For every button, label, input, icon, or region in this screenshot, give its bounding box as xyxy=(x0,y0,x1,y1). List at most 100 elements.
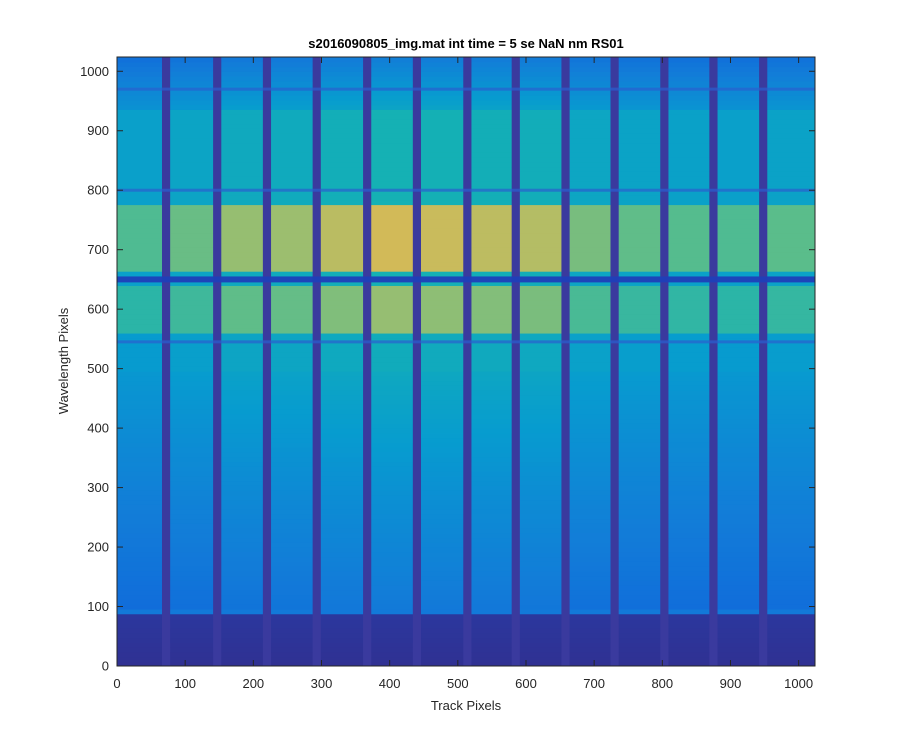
heatmap-cell xyxy=(266,95,318,101)
heatmap-cell xyxy=(316,247,368,253)
heatmap-cell xyxy=(367,404,418,410)
heatmap-cell xyxy=(713,461,764,467)
heatmap-cell xyxy=(166,228,218,234)
heatmap-cell xyxy=(166,371,218,377)
heatmap-cell xyxy=(316,294,368,301)
heatmap-cell xyxy=(515,171,567,177)
heatmap-cell xyxy=(664,656,715,662)
heatmap-cell xyxy=(614,504,665,510)
heatmap-cell xyxy=(117,180,167,187)
heatmap-cell xyxy=(316,589,368,596)
heatmap-cell xyxy=(713,404,764,410)
heatmap-cell xyxy=(266,418,318,424)
heatmap-cell xyxy=(614,156,665,163)
heatmap-cell xyxy=(565,223,616,229)
heatmap-cell xyxy=(467,656,517,662)
heatmap-cell xyxy=(713,280,764,286)
heatmap-cell xyxy=(416,409,468,415)
heatmap-cell xyxy=(217,413,268,420)
heatmap-cell xyxy=(664,342,715,348)
heatmap-cell xyxy=(416,351,468,358)
heatmap-cell xyxy=(217,57,268,63)
heatmap-cell xyxy=(565,404,616,410)
heatmap-cell xyxy=(467,475,517,482)
heatmap-cell xyxy=(217,475,268,482)
heatmap-cell xyxy=(614,61,665,68)
heatmap-cell xyxy=(467,556,517,562)
heatmap-cell xyxy=(416,218,468,225)
track-gap xyxy=(660,57,669,666)
heatmap-cell xyxy=(515,508,567,515)
heatmap-cell xyxy=(316,99,368,106)
heatmap-cell xyxy=(166,271,218,277)
heatmap-cell xyxy=(367,656,418,662)
heatmap-cell xyxy=(467,90,517,96)
heatmap-cell xyxy=(713,142,764,148)
heatmap-cell xyxy=(515,156,567,163)
heatmap-cell xyxy=(416,432,468,439)
heatmap-cell xyxy=(467,290,517,296)
heatmap-cell xyxy=(416,371,468,377)
heatmap-cell xyxy=(117,404,167,410)
heatmap-cell xyxy=(117,594,167,600)
heatmap-cell xyxy=(266,375,318,382)
heatmap-cell xyxy=(664,256,715,263)
heatmap-cell xyxy=(416,233,468,239)
heatmap-cell xyxy=(713,613,764,620)
heatmap-cell xyxy=(266,180,318,187)
heatmap-cell xyxy=(713,233,764,239)
heatmap-cell xyxy=(713,632,764,639)
heatmap-cell xyxy=(117,109,167,115)
heatmap-cell xyxy=(117,223,167,229)
heatmap-cell xyxy=(664,294,715,301)
heatmap-cell xyxy=(166,247,218,253)
track-gaps xyxy=(161,57,768,666)
heatmap-cell xyxy=(316,432,368,439)
heatmap-cell xyxy=(166,218,218,225)
heatmap-cell xyxy=(266,451,318,458)
heatmap-cell xyxy=(316,489,368,496)
heatmap-cell xyxy=(117,99,167,106)
heatmap-cell xyxy=(117,185,167,191)
plot-frame xyxy=(116,56,816,667)
heatmap-cell xyxy=(367,194,418,201)
heatmap-cell xyxy=(763,547,815,553)
heatmap-cell xyxy=(367,409,418,415)
heatmap-cell xyxy=(565,646,616,653)
heatmap-cell xyxy=(664,632,715,639)
heatmap-cell xyxy=(416,480,468,486)
heatmap-cell xyxy=(614,575,665,581)
heatmap-cell xyxy=(467,104,517,110)
heatmap-cell xyxy=(367,480,418,486)
heatmap-cell xyxy=(664,356,715,363)
heatmap-cell xyxy=(166,242,218,248)
heatmap-cell xyxy=(217,118,268,125)
heatmap-cell xyxy=(316,380,368,386)
heatmap-cell xyxy=(217,466,268,472)
track-gap xyxy=(463,57,472,666)
heatmap-cell xyxy=(117,513,167,520)
heatmap-cell xyxy=(467,294,517,301)
heatmap-cell xyxy=(316,661,368,666)
heatmap-cell xyxy=(367,285,418,291)
heatmap-cell xyxy=(416,171,468,177)
heatmap-cell xyxy=(117,123,167,129)
heatmap-cell xyxy=(565,513,616,520)
heatmap-cell xyxy=(467,190,517,196)
heatmap-cell xyxy=(316,409,368,415)
heatmap-cell xyxy=(763,651,815,658)
heatmap-cell xyxy=(515,570,567,577)
heatmap-cell xyxy=(117,561,167,567)
heatmap-cell xyxy=(614,71,665,77)
heatmap-area xyxy=(117,57,815,666)
heatmap-cell xyxy=(316,523,368,529)
heatmap-cell xyxy=(166,646,218,653)
heatmap-cell xyxy=(117,447,167,453)
heatmap-cell xyxy=(367,71,418,77)
heatmap-cell xyxy=(316,71,368,77)
heatmap-cell xyxy=(467,171,517,177)
heatmap-cell xyxy=(217,266,268,272)
heatmap-cell xyxy=(166,423,218,429)
heatmap-cell xyxy=(515,323,567,329)
heatmap-cell xyxy=(713,651,764,658)
